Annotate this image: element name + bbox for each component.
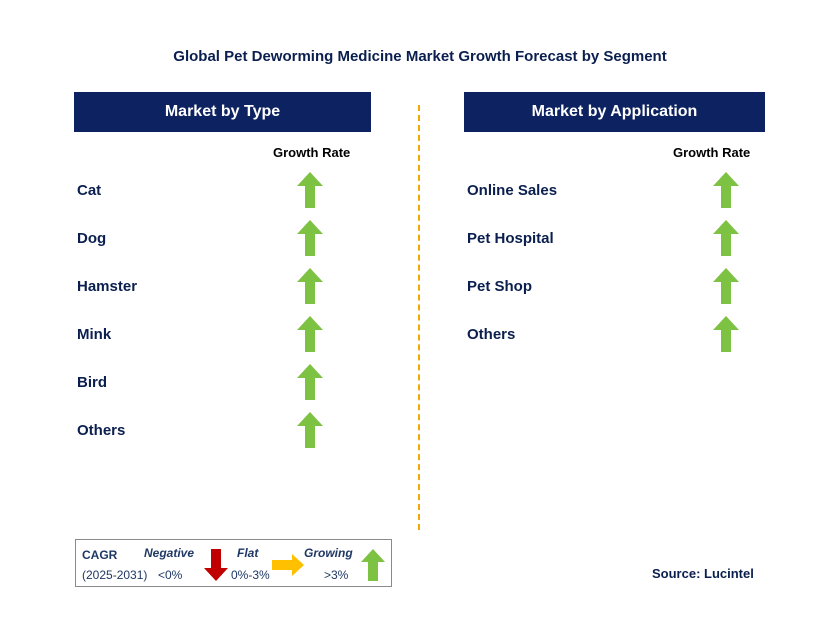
application-growth-rate-header: Growth Rate	[673, 145, 751, 160]
chart-title: Global Pet Deworming Medicine Market Gro…	[173, 48, 667, 65]
up-arrow-icon	[297, 220, 323, 256]
up-arrow-icon	[713, 316, 739, 352]
application-row-label-pet-hospital: Pet Hospital	[467, 230, 554, 247]
up-arrow-icon	[713, 220, 739, 256]
panel-divider	[418, 105, 420, 530]
legend-growing-range: >3%	[324, 568, 349, 582]
type-panel-header: Market by Type	[74, 92, 371, 132]
type-row-label-dog: Dog	[77, 230, 107, 247]
up-arrow-icon	[297, 316, 323, 352]
down-arrow-icon	[204, 549, 228, 581]
legend-negative-range: <0%	[158, 568, 183, 582]
application-row-label-pet-shop: Pet Shop	[467, 278, 533, 295]
up-arrow-icon	[713, 172, 739, 208]
legend-period: (2025-2031)	[82, 568, 148, 582]
legend-cagr-label: CAGR	[82, 548, 118, 562]
type-row-label-mink: Mink	[77, 326, 112, 343]
type-row-label-cat: Cat	[77, 182, 102, 199]
up-arrow-icon	[361, 549, 385, 581]
legend-flat-label: Flat	[237, 546, 259, 560]
up-arrow-icon	[297, 268, 323, 304]
type-growth-rate-header: Growth Rate	[273, 145, 351, 160]
up-arrow-icon	[297, 412, 323, 448]
application-row-label-others: Others	[467, 326, 516, 343]
legend-flat-range: 0%-3%	[231, 568, 270, 582]
cagr-legend: CAGR (2025-2031) Negative <0% Flat 0%-3%…	[75, 539, 392, 587]
application-panel-header: Market by Application	[464, 92, 765, 132]
up-arrow-icon	[297, 364, 323, 400]
up-arrow-icon	[713, 268, 739, 304]
legend-growing-label: Growing	[304, 546, 353, 560]
type-row-label-hamster: Hamster	[77, 278, 138, 295]
legend-negative-label: Negative	[144, 546, 195, 560]
type-row-label-others: Others	[77, 422, 126, 439]
source-credit: Source: Lucintel	[652, 566, 754, 581]
type-row-label-bird: Bird	[77, 374, 107, 391]
right-arrow-icon	[272, 554, 304, 576]
application-row-label-online-sales: Online Sales	[467, 182, 558, 199]
up-arrow-icon	[297, 172, 323, 208]
